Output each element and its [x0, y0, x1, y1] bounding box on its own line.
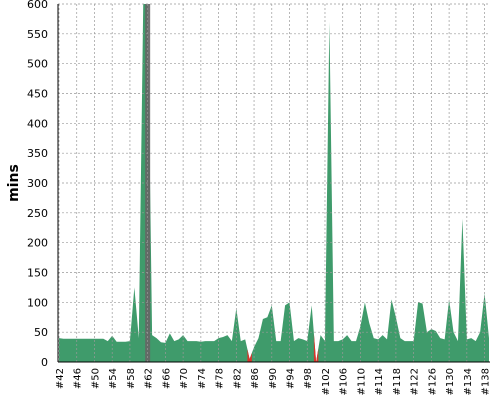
x-tick-label: #66: [161, 368, 172, 389]
x-tick-label: #82: [232, 368, 243, 389]
y-tick-label: 150: [27, 267, 48, 280]
y-tick-label: 500: [27, 58, 48, 71]
x-tick-label: #98: [303, 368, 314, 389]
x-tick-label: #90: [268, 368, 279, 389]
x-tick-label: #94: [286, 368, 297, 389]
x-tick-label: #62: [144, 368, 155, 389]
y-tick-label: 350: [27, 147, 48, 160]
x-tick-label: #50: [90, 368, 101, 389]
x-tick-label: #110: [356, 368, 367, 395]
x-tick-label: #130: [445, 368, 456, 395]
x-tick-label: #78: [215, 368, 226, 389]
y-tick-label: 100: [27, 296, 48, 309]
x-tick-label: #118: [392, 368, 403, 395]
x-tick-label: #102: [321, 368, 332, 395]
x-tick-label: #138: [481, 368, 492, 395]
failed-build: [247, 349, 252, 362]
failed-build: [313, 333, 319, 362]
x-tick-label: #122: [410, 368, 421, 395]
y-tick-label: 200: [27, 237, 48, 250]
x-tick-label: #54: [108, 368, 119, 389]
x-tick-label: #46: [73, 368, 84, 389]
y-tick-label: 600: [27, 0, 48, 11]
x-tick-label: #42: [55, 368, 66, 389]
x-tick-label: #114: [374, 368, 385, 395]
y-axis-label: mins: [6, 164, 22, 202]
build-time-area: [59, 4, 489, 362]
y-tick-label: 450: [27, 88, 48, 101]
x-tick-label: #134: [463, 368, 474, 395]
y-tick-label: 50: [34, 326, 48, 339]
x-tick-label: #74: [197, 368, 208, 389]
y-tick-label: 400: [27, 117, 48, 130]
y-tick-label: 0: [41, 356, 48, 369]
y-tick-label: 550: [27, 28, 48, 41]
x-tick-label: #126: [427, 368, 438, 395]
x-tick-label: #86: [250, 368, 261, 389]
x-tick-label: #58: [126, 368, 137, 389]
y-tick-label: 250: [27, 207, 48, 220]
y-tick-label: 300: [27, 177, 48, 190]
x-tick-label: #70: [179, 368, 190, 389]
x-tick-label: #106: [339, 368, 350, 395]
